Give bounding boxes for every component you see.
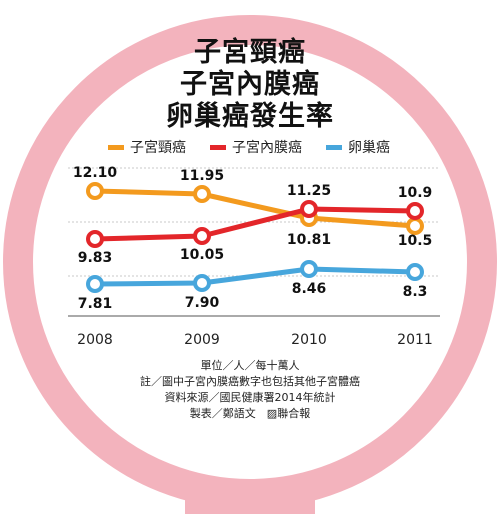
data-point-ovarian-2009 — [193, 274, 211, 292]
series-line-ovarian — [94, 266, 416, 287]
data-point-cervical-2009 — [193, 185, 211, 203]
data-point-ovarian-2010 — [300, 260, 318, 278]
data-label-ovarian-2008: 7.81 — [78, 296, 113, 312]
data-point-endometrial-2008 — [86, 230, 104, 248]
data-point-endometrial-2011 — [406, 202, 424, 220]
legend-item-endometrial: 子宮內膜癌 — [210, 137, 302, 157]
data-label-endometrial-2011: 10.9 — [398, 185, 433, 201]
legend-item-cervical: 子宮頸癌 — [108, 137, 186, 157]
data-label-endometrial-2010: 11.25 — [287, 183, 331, 199]
data-label-endometrial-2009: 10.05 — [180, 247, 224, 263]
data-label-cervical-2009: 11.95 — [180, 168, 224, 184]
x-tick-label-2008: 2008 — [77, 332, 113, 348]
female-symbol-crossbar — [185, 497, 315, 514]
data-label-cervical-2008: 12.10 — [73, 165, 118, 181]
x-tick-label-2010: 2010 — [291, 332, 327, 348]
legend-swatch-ovarian — [326, 144, 342, 150]
legend-label-ovarian: 卵巢癌 — [348, 140, 390, 156]
data-label-ovarian-2009: 7.90 — [185, 295, 220, 311]
data-label-ovarian-2011: 8.3 — [403, 284, 428, 300]
data-label-cervical-2010: 10.81 — [287, 232, 331, 248]
data-point-ovarian-2008 — [86, 275, 104, 293]
legend-label-cervical: 子宮頸癌 — [130, 140, 186, 156]
credit-note: 製表／鄭語文 ▨聯合報 — [189, 407, 311, 420]
x-tick-label-2009: 2009 — [184, 332, 220, 348]
data-label-endometrial-2008: 9.83 — [78, 250, 113, 266]
data-label-cervical-2011: 10.5 — [398, 233, 433, 249]
data-point-endometrial-2009 — [193, 227, 211, 245]
data-point-cervical-2011 — [406, 217, 424, 235]
series-line-cervical — [94, 188, 416, 229]
data-point-ovarian-2011 — [406, 263, 424, 281]
data-label-ovarian-2010: 8.46 — [292, 281, 327, 297]
footnote: 註／圖中子宮內膜癌數字也包括其他子宮體癌 — [140, 375, 360, 388]
data-point-endometrial-2010 — [300, 200, 318, 218]
data-point-cervical-2008 — [86, 182, 104, 200]
chart-legend: 子宮頸癌 子宮內膜癌 卵巢癌 — [108, 137, 390, 157]
legend-swatch-cervical — [108, 144, 124, 150]
x-tick-label-2011: 2011 — [397, 332, 433, 348]
unit-note: 單位／人／每十萬人 — [200, 359, 300, 372]
legend-label-endometrial: 子宮內膜癌 — [232, 140, 302, 156]
legend-swatch-endometrial — [210, 144, 226, 150]
legend-item-ovarian: 卵巢癌 — [326, 137, 390, 157]
chart-title-line-3: 卵巢癌發生率 — [166, 101, 334, 132]
chart-title-line-1: 子宮頸癌 — [194, 37, 306, 68]
chart-title-line-2: 子宮內膜癌 — [180, 69, 320, 100]
source-note: 資料來源／國民健康署2014年統計 — [164, 391, 336, 404]
series-line-endometrial — [94, 206, 416, 242]
